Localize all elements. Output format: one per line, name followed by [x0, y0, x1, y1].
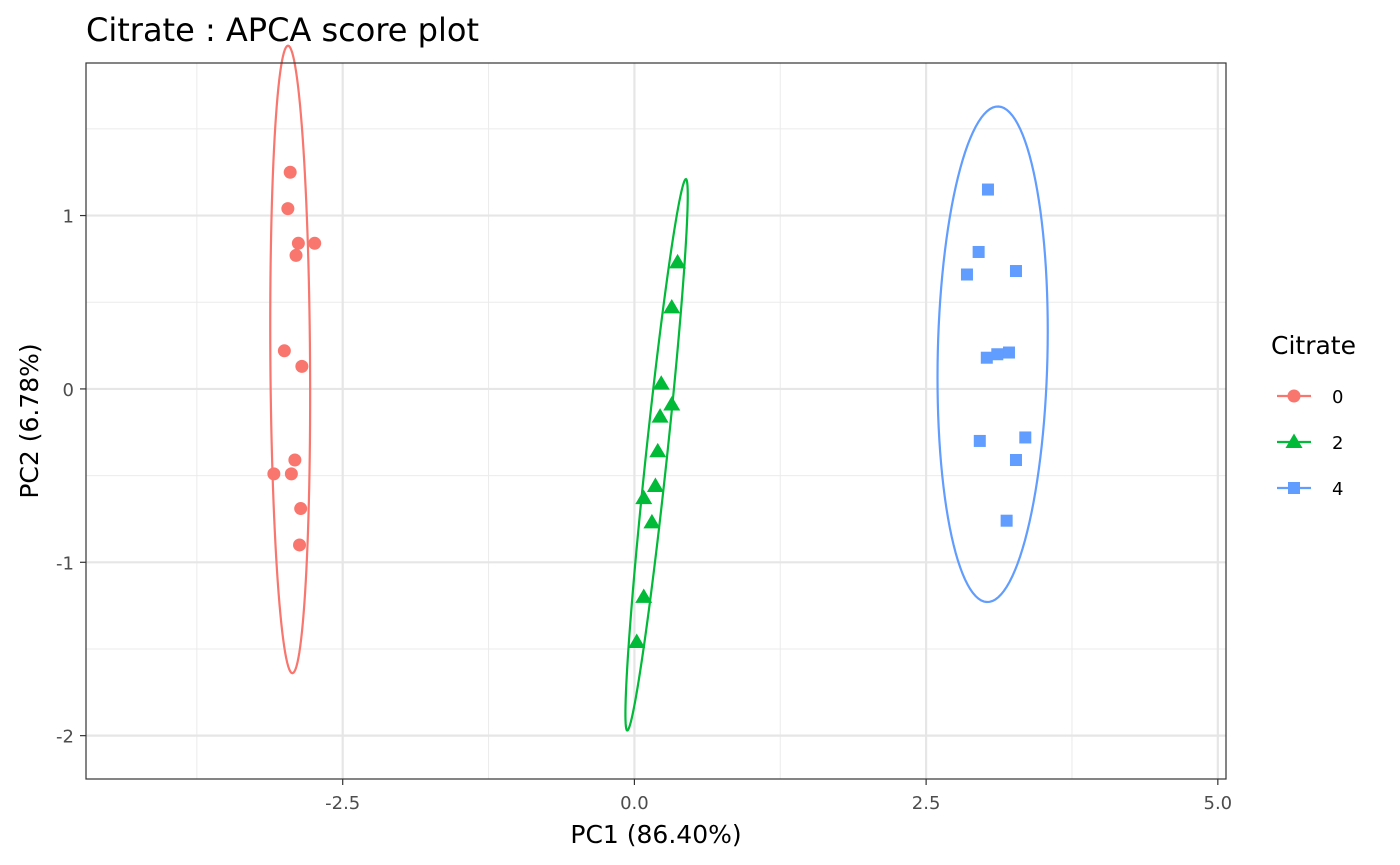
x-tick-label: 0.0	[620, 793, 649, 814]
point-citrate-0	[295, 359, 309, 373]
ellipse-citrate-2	[624, 177, 689, 732]
legend-label: 2	[1332, 433, 1343, 454]
y-tick-label: -1	[56, 553, 74, 574]
point-citrate-0	[284, 467, 298, 481]
point-citrate-2	[669, 253, 687, 269]
point-citrate-0	[308, 236, 322, 250]
point-citrate-4	[1009, 265, 1022, 278]
point-citrate-2	[635, 588, 653, 603]
x-tick-label: 5.0	[1204, 793, 1233, 814]
y-axis-title: PC2 (6.78%)	[15, 343, 44, 498]
confidence-ellipses	[269, 44, 1049, 732]
point-citrate-4	[1000, 514, 1013, 527]
point-citrate-0	[294, 502, 308, 516]
point-citrate-0	[283, 165, 297, 179]
point-citrate-0	[277, 344, 291, 358]
plot-panel-border	[85, 62, 1227, 780]
x-tick-label: -2.5	[325, 793, 360, 814]
point-citrate-4	[973, 434, 986, 447]
point-citrate-0	[288, 453, 302, 467]
point-citrate-4	[972, 245, 985, 258]
point-citrate-4	[1002, 346, 1015, 359]
point-citrate-0	[289, 248, 303, 262]
ellipse-citrate-0	[269, 44, 312, 675]
data-points	[267, 165, 1032, 648]
point-citrate-0	[291, 236, 305, 250]
point-citrate-2	[649, 442, 667, 458]
y-tick-label: 1	[63, 207, 74, 228]
point-citrate-0	[281, 202, 295, 216]
point-citrate-2	[663, 298, 681, 314]
legend-key-marker	[1288, 482, 1300, 494]
point-citrate-2	[646, 477, 664, 492]
point-citrate-4	[1009, 454, 1022, 467]
x-axis-ticks: -2.5 0.0 2.5 5.0	[325, 779, 1232, 814]
point-citrate-0	[267, 467, 281, 481]
point-citrate-2	[643, 513, 661, 529]
y-axis-ticks: -2 -1 0 1	[56, 207, 86, 748]
point-citrate-4	[981, 183, 994, 196]
point-citrate-2	[628, 633, 646, 648]
legend: Citrate 0 2 4	[1271, 331, 1356, 500]
point-citrate-4	[960, 268, 973, 281]
ellipse-citrate-4	[936, 105, 1049, 604]
chart-title: Citrate : APCA score plot	[86, 11, 479, 49]
x-axis-title: PC1 (86.40%)	[570, 820, 741, 849]
y-tick-label: 0	[63, 380, 74, 401]
y-tick-label: -2	[56, 727, 74, 748]
x-tick-label: 2.5	[912, 793, 941, 814]
point-citrate-4	[991, 348, 1004, 361]
legend-label: 0	[1332, 387, 1343, 408]
point-citrate-2	[635, 489, 653, 505]
point-citrate-2	[652, 375, 670, 390]
point-citrate-2	[651, 408, 669, 423]
point-citrate-2	[663, 396, 681, 411]
legend-key-marker	[1287, 389, 1301, 403]
legend-key-marker	[1285, 433, 1303, 448]
legend-label: 4	[1332, 479, 1343, 500]
point-citrate-4	[1019, 431, 1032, 444]
point-citrate-0	[293, 538, 307, 552]
legend-title: Citrate	[1271, 331, 1356, 360]
point-citrate-4	[980, 351, 993, 364]
